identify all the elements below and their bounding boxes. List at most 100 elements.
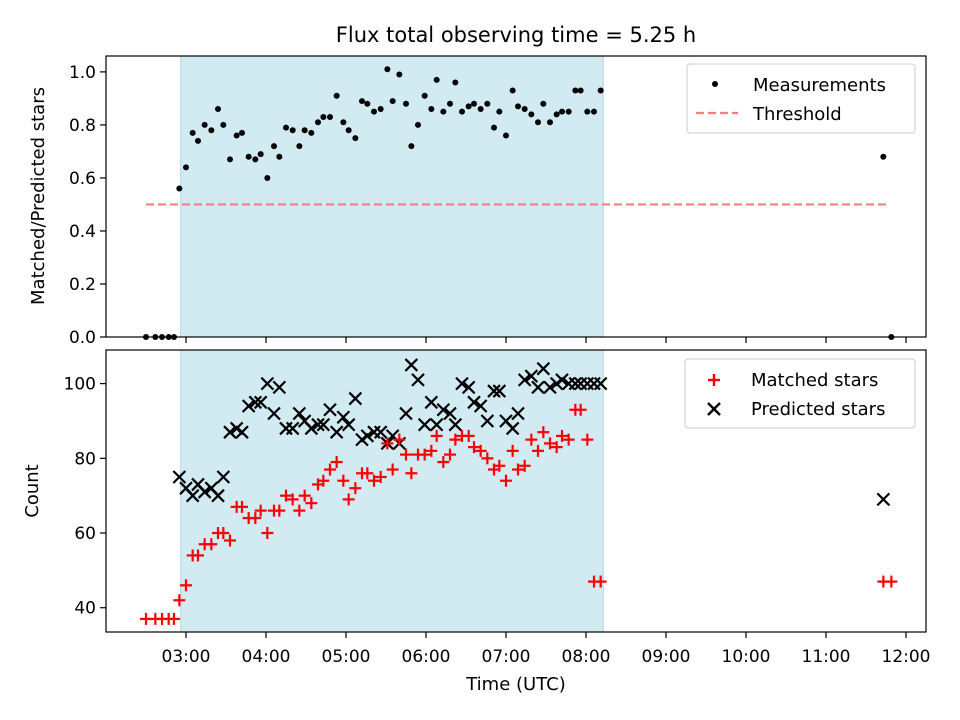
measurement-point: [159, 334, 165, 340]
predicted-x-stroke: [316, 417, 331, 432]
predicted-star-point: [272, 380, 287, 395]
measurement-point: [289, 127, 296, 134]
measurement-point: [239, 129, 245, 136]
predicted-x-stroke: [487, 384, 501, 398]
matched-star-point: [405, 467, 418, 480]
measurement-point: [195, 137, 201, 144]
top-y-tick-label: 0.8: [69, 116, 96, 136]
x-tick-label: 08:00: [562, 647, 611, 667]
predicted-star-point: [487, 384, 501, 398]
matched-star-point: [273, 504, 286, 517]
measurement-point: [359, 98, 365, 105]
predicted-x-stroke: [568, 376, 583, 391]
predicted-x-stroke: [473, 399, 488, 413]
measurement-point: [283, 124, 289, 131]
measurement-point: [491, 124, 497, 131]
measurement-point: [559, 108, 565, 115]
measurement-point: [509, 87, 516, 94]
measurement-point: [415, 121, 421, 128]
predicted-star-point: [411, 373, 425, 387]
measurement-point: [340, 119, 347, 126]
predicted-x-stroke: [311, 417, 325, 432]
matched-star-point: [261, 527, 274, 540]
x-tick-label: 05:00: [322, 647, 371, 667]
predicted-x-stroke: [524, 369, 539, 383]
matched-star-point: [349, 482, 362, 495]
predicted-star-point: [436, 402, 451, 417]
predicted-x-stroke: [204, 481, 219, 495]
predicted-x-stroke: [443, 406, 457, 421]
predicted-x-stroke: [417, 417, 432, 432]
matched-star-point: [562, 433, 575, 446]
matched-star-point: [330, 456, 343, 469]
measurement-point: [257, 151, 264, 158]
predicted-star-point: [223, 425, 237, 439]
x-tick-label: 11:00: [802, 647, 851, 667]
x-tick-label: 09:00: [642, 647, 691, 667]
measurement-point: [888, 334, 895, 340]
measurement-point: [220, 121, 227, 128]
predicted-x-stroke: [461, 380, 476, 395]
predicted-x-stroke: [492, 384, 507, 398]
predicted-x-stroke: [499, 414, 513, 428]
predicted-x-stroke: [297, 414, 312, 428]
measurement-point: [389, 98, 396, 105]
predicted-x-stroke: [292, 406, 307, 421]
predicted-star-point: [536, 361, 551, 376]
predicted-star-point: [311, 417, 325, 432]
predicted-star-point: [360, 429, 375, 443]
measurement-point: [165, 334, 172, 340]
measurement-point: [183, 164, 189, 171]
predicted-star-point: [443, 406, 457, 421]
matched-star-point: [173, 594, 186, 607]
matched-star-point: [493, 459, 506, 472]
measurement-point: [597, 87, 604, 94]
predicted-x-stroke: [185, 488, 200, 503]
matched-star-point: [537, 426, 550, 439]
measurement-point: [171, 334, 177, 340]
predicted-star-point: [524, 369, 539, 383]
legend-threshold-label: Threshold: [752, 104, 842, 125]
measurement-point: [333, 92, 340, 99]
predicted-x-stroke: [404, 358, 419, 372]
measurement-point: [384, 66, 391, 73]
matched-star-point: [368, 474, 380, 487]
measurement-point: [227, 156, 233, 163]
predicted-star-point: [267, 406, 281, 421]
matched-star-point: [468, 441, 480, 454]
predicted-star-point: [480, 414, 495, 428]
measurement-point: [276, 153, 283, 160]
top-y-tick-label: 1.0: [69, 63, 96, 83]
measurement-point: [315, 119, 321, 126]
predicted-star-point: [336, 410, 351, 425]
legend-measurements-marker: [712, 81, 718, 87]
predicted-star-point: [285, 421, 300, 436]
measurement-point: [143, 334, 149, 340]
predicted-x-stroke: [211, 488, 225, 503]
measurement-point: [301, 127, 308, 134]
matched-star-point: [462, 429, 475, 442]
matched-star-point: [374, 470, 387, 483]
predicted-x-stroke: [593, 376, 608, 391]
measurement-point: [459, 108, 465, 115]
measurement-point: [591, 108, 597, 115]
matched-star-point: [293, 504, 306, 517]
predicted-star-point: [467, 395, 481, 410]
measurement-point: [496, 108, 503, 115]
measurement-point: [364, 100, 371, 107]
predicted-x-stroke: [235, 425, 249, 439]
predicted-x-stroke: [531, 380, 545, 395]
measurement-point: [503, 132, 509, 139]
measurement-point: [408, 143, 415, 150]
predicted-star-point: [543, 380, 557, 395]
predicted-star-point: [517, 373, 532, 387]
predicted-star-point: [292, 406, 307, 421]
matched-star-point: [342, 493, 355, 506]
matched-star-point: [361, 467, 374, 480]
predicted-star-point: [531, 380, 545, 395]
top-y-tick-label: 0.0: [69, 328, 96, 348]
predicted-x-stroke: [216, 470, 231, 484]
predicted-x-stroke: [399, 406, 413, 421]
measurement-point: [189, 129, 196, 136]
